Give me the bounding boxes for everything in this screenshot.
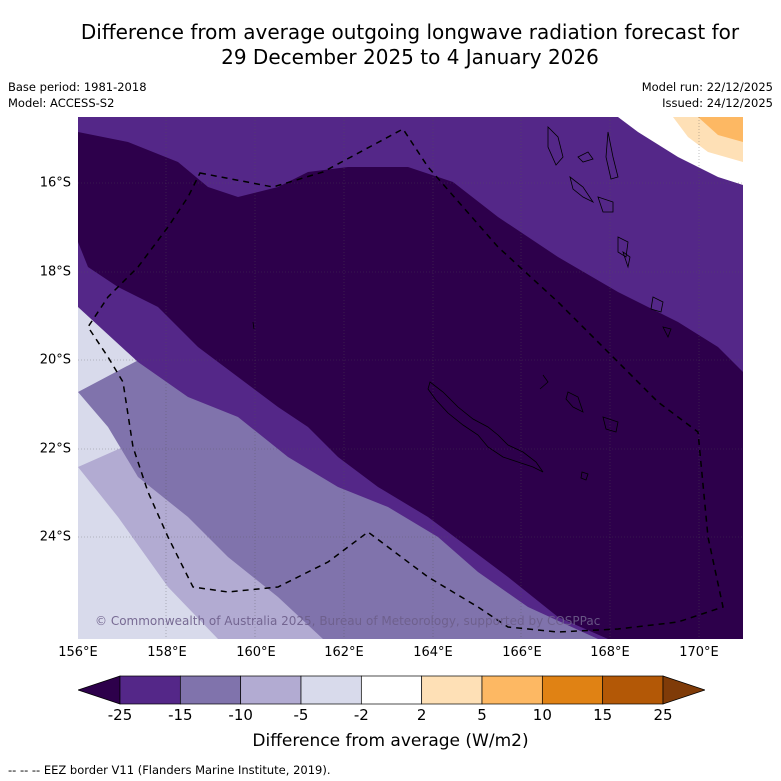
model-name: Model: ACCESS-S2	[8, 96, 115, 110]
colorbar	[78, 675, 705, 705]
lon-tick-168e: 168°E	[590, 645, 630, 660]
colorbar-tick-label: 25	[653, 706, 673, 724]
colorbar-tick-label: -15	[168, 706, 193, 724]
title-line-1: Difference from average outgoing longwav…	[80, 20, 740, 44]
copyright-notice: © Commonwealth of Australia 2025, Bureau…	[95, 614, 601, 628]
meta-right: Model run: 22/12/2025 Issued: 24/12/2025	[642, 79, 773, 111]
vanuatu-coast	[547, 126, 672, 338]
colorbar-under-arrow	[78, 675, 121, 705]
lon-tick-166e: 166°E	[502, 645, 542, 660]
colorbar-tick-label: -25	[107, 706, 133, 724]
chart-title: Difference from average outgoing longwav…	[0, 20, 781, 70]
small-island-2	[252, 321, 255, 330]
gridlines	[78, 117, 743, 639]
colorbar-tick-label: 10	[532, 706, 552, 724]
band-below-minus25	[78, 132, 743, 639]
model-run: Model run: 22/12/2025	[641, 80, 773, 94]
colorbar-over-arrow	[662, 675, 705, 705]
eez-border	[87, 128, 724, 633]
colorbar-tick-label: 15	[593, 706, 613, 724]
eez-footnote: -- -- -- EEZ border V11 (Flanders Marine…	[8, 763, 331, 777]
colorbar-bin	[300, 675, 362, 705]
colorbar-title: Difference from average (W/m2)	[252, 731, 529, 751]
lat-tick-18s: 18°S	[39, 264, 71, 280]
colorbar-bin	[602, 675, 664, 705]
lon-tick-160e: 160°E	[236, 645, 276, 660]
lon-tick-158e: 158°E	[147, 645, 187, 660]
small-island	[580, 471, 589, 481]
colorbar-tick-label: -2	[353, 706, 369, 724]
colorbar-bin	[360, 675, 423, 705]
lon-tick-162e: 162°E	[324, 645, 364, 660]
lat-tick-16s: 16°S	[39, 175, 71, 191]
coastlines	[252, 126, 672, 481]
lat-tick-24s: 24°S	[39, 529, 71, 545]
colorbar-tick-label: 2	[416, 706, 427, 724]
colorbar-bin	[421, 675, 483, 705]
lon-tick-164e: 164°E	[413, 645, 453, 660]
band-5-to-10	[698, 117, 743, 142]
colorbar-bin	[481, 675, 543, 705]
base-period: Base period: 1981-2018	[8, 80, 147, 94]
colorbar-tick-label: -5	[293, 706, 309, 724]
new-caledonia-coast	[427, 381, 544, 473]
lon-tick-170e: 170°E	[679, 645, 719, 660]
lon-tick-156e: 156°E	[58, 645, 98, 660]
colorbar-tick-label: -10	[228, 706, 253, 724]
olr-anomaly-map	[78, 117, 743, 639]
colorbar-bin	[240, 675, 302, 705]
colorbar-bin	[541, 675, 604, 705]
loyalty-islands-coast	[539, 374, 619, 433]
colorbar-tick-label: 5	[477, 706, 487, 724]
colorbar-bin	[119, 675, 181, 705]
issued-date: Issued: 24/12/2025	[662, 96, 773, 110]
colorbar-bin	[179, 675, 242, 705]
meta-left: Base period: 1981-2018 Model: ACCESS-S2	[8, 79, 147, 111]
title-line-2: 29 December 2025 to 4 January 2026	[221, 45, 599, 69]
lat-tick-22s: 22°S	[39, 441, 71, 457]
lat-tick-20s: 20°S	[39, 352, 71, 368]
